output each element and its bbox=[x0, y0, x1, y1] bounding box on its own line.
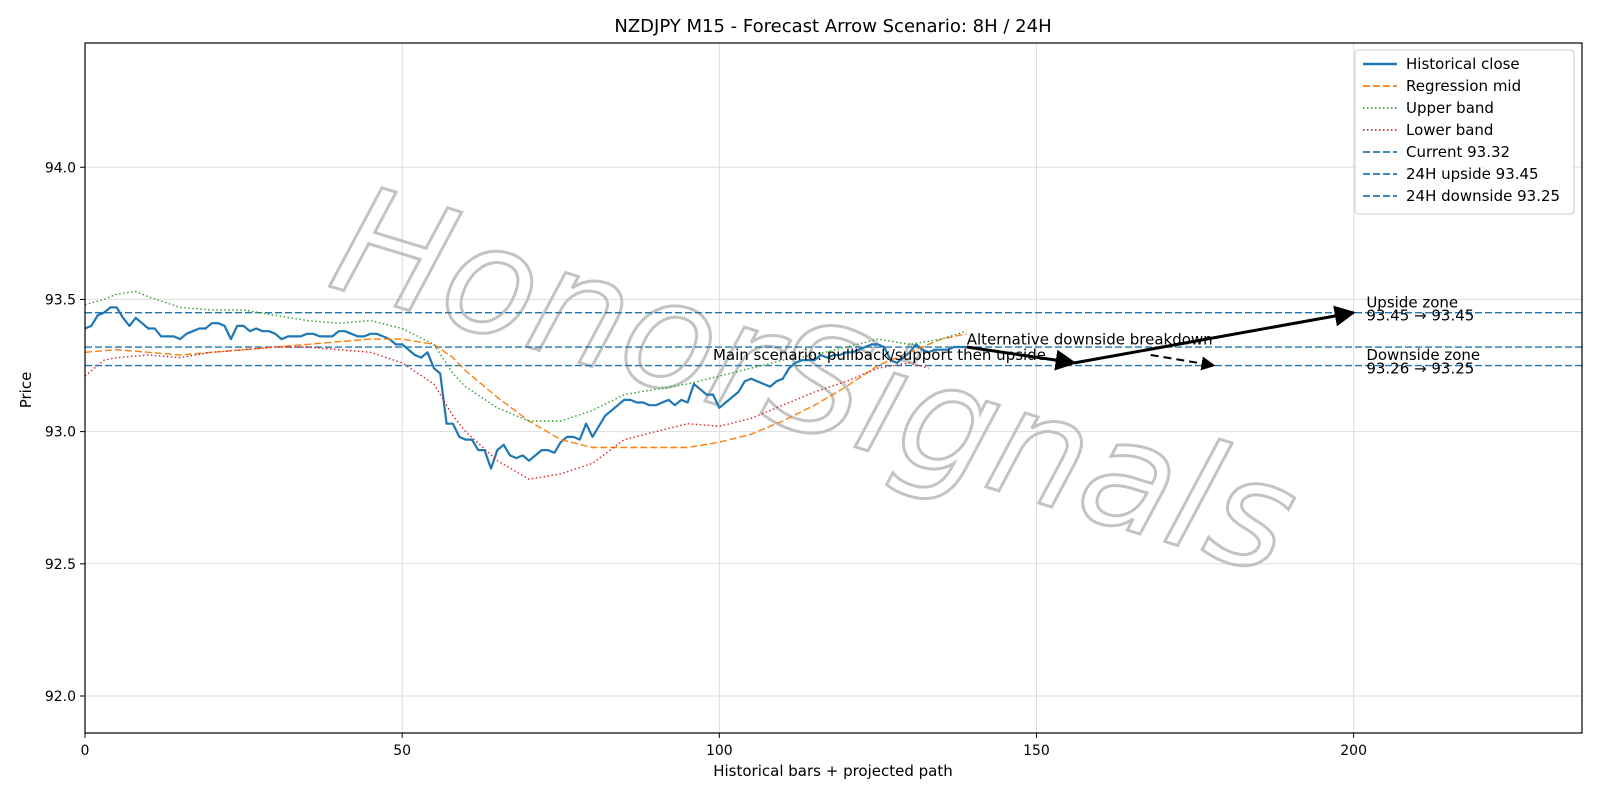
legend-label: 24H downside 93.25 bbox=[1406, 187, 1560, 205]
legend-box bbox=[1354, 49, 1575, 215]
plot-frame bbox=[84, 42, 1583, 734]
annotation-text: Main scenario: pullback/support then ups… bbox=[713, 346, 1046, 364]
series-line bbox=[84, 290, 967, 422]
legend-label: Historical close bbox=[1406, 55, 1520, 73]
x-tick-label: 100 bbox=[706, 743, 733, 759]
series-line bbox=[84, 306, 967, 470]
annotations: Main scenario: pullback/support then ups… bbox=[713, 293, 1480, 377]
series-line bbox=[84, 346, 929, 480]
annotation-text: 93.26 → 93.25 bbox=[1366, 359, 1474, 377]
legend: Historical close Regression mid Upper band… bbox=[1354, 49, 1575, 215]
grid bbox=[84, 43, 1582, 733]
y-tick-label: 93.5 bbox=[45, 292, 76, 308]
scenario-arrow bbox=[1150, 353, 1216, 371]
scenario-arrow bbox=[1074, 305, 1356, 365]
y-tick-label: 92.0 bbox=[45, 689, 76, 705]
scenario-arrows bbox=[966, 305, 1356, 371]
scenario-arrow bbox=[966, 345, 1077, 371]
x-tick-label: 150 bbox=[1023, 743, 1050, 759]
legend-label: 24H upside 93.45 bbox=[1406, 165, 1539, 183]
x-tick-label: 0 bbox=[81, 743, 90, 759]
axis-ticks: 0 50 100 150 200 92.0 92.5 93.0 93.5 94.0 bbox=[45, 160, 1367, 759]
x-tick-label: 200 bbox=[1340, 743, 1367, 759]
y-tick-label: 94.0 bbox=[45, 160, 76, 176]
annotation-text: 93.45 → 93.45 bbox=[1366, 307, 1474, 325]
y-tick-label: 93.0 bbox=[45, 425, 76, 441]
annotation-text: Upside zone bbox=[1366, 293, 1458, 311]
y-axis-label: Price bbox=[17, 372, 35, 409]
legend-label: Lower band bbox=[1406, 121, 1493, 139]
legend-label: Current 93.32 bbox=[1406, 143, 1510, 161]
annotation-text: Downside zone bbox=[1366, 346, 1480, 364]
chart-title: NZDJPY M15 - Forecast Arrow Scenario: 8H… bbox=[614, 16, 1051, 37]
x-tick-label: 50 bbox=[393, 743, 411, 759]
series-lines bbox=[84, 290, 967, 480]
x-axis-label: Historical bars + projected path bbox=[713, 762, 953, 780]
annotation-text: Alternative downside breakdown bbox=[967, 330, 1213, 348]
y-tick-label: 92.5 bbox=[45, 557, 76, 573]
legend-label: Regression mid bbox=[1406, 77, 1521, 95]
legend-label: Upper band bbox=[1406, 99, 1494, 117]
